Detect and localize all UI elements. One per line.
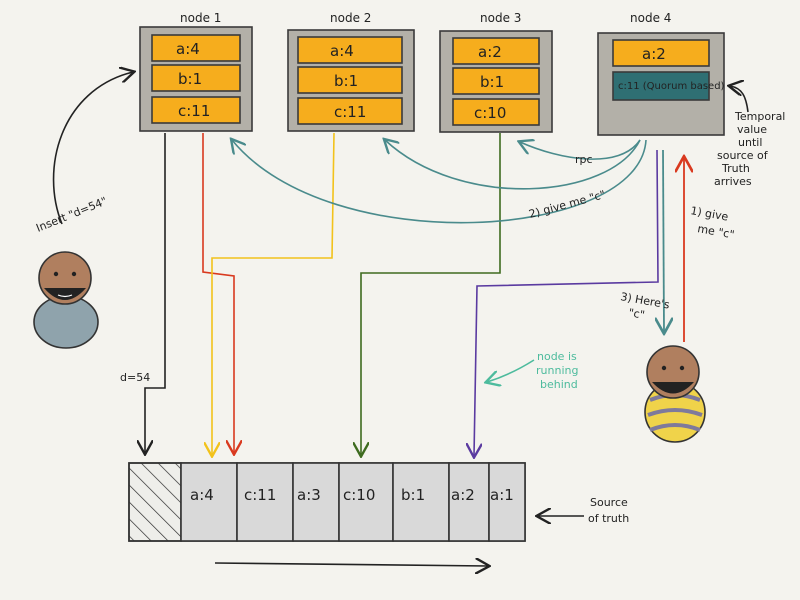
write-to-log-arrow [145,133,166,453]
log-cell [292,462,340,542]
node-title: node 3 [480,11,521,25]
source-label: Source [590,496,628,509]
beard [44,288,86,300]
entry-text: b:1 [178,70,202,88]
temporal-text: Temporal [734,110,785,123]
node3-to-log-arrow [361,133,501,455]
behind-text: node is [537,350,577,363]
node-2: node 2 a:4 b:1 c:11 [287,11,415,132]
log-cell [392,462,450,542]
entry-box [612,39,710,67]
log-entry: a:1 [490,486,514,504]
heres-c-b-annotation: "c" [627,306,645,322]
node-title: node 4 [630,11,671,25]
response-arrow [663,149,664,332]
entry-box [297,97,403,125]
give-me-c-2-annotation: 2) give me "c" [527,188,606,221]
log-cell [488,462,526,542]
entry-text: b:1 [480,73,504,91]
node4-to-log-arrow [474,149,659,456]
entry-box [151,64,241,92]
entry-text: b:1 [334,72,358,90]
entry-text: a:2 [642,45,666,63]
d54-annotation: d=54 [120,371,150,384]
rpc-arrow-node3 [520,140,641,160]
entry-box [297,36,403,64]
beard [652,382,694,394]
quorum-entry-box [612,71,710,101]
entry-text: a:2 [478,43,502,61]
node2-to-log-arrow [212,132,335,455]
log-direction-arrow [214,563,488,566]
log-cell [338,462,394,542]
temporal-arrow [730,86,749,113]
rpc-annotation: rpc [575,153,593,166]
empty-slot-hatched [128,462,182,542]
entry-box [151,96,241,124]
behind-note: node is running behind [536,350,578,391]
node-1: node 1 a:4 b:1 c:11 [139,11,253,132]
log-entry: a:4 [190,486,214,504]
behind-text: behind [540,378,578,391]
insert-arrow [52,72,133,225]
entry-text: c:11 [178,102,210,120]
temporal-note: Temporal value until source of Truth arr… [714,110,785,188]
node-4: node 4 a:2 c:11 (Quorum based) [597,11,725,136]
quorum-entry-text: c:11 (Quorum based) [618,81,725,92]
log-entry: a:2 [451,486,475,504]
rpc-arrow-node2 [385,140,641,190]
temporal-text: until [738,136,762,149]
entry-text: c:10 [474,104,506,122]
entry-text: c:11 [334,103,366,121]
temporal-text: source of [717,149,769,162]
entry-box [151,34,241,62]
give-me-c-1b-annotation: me "c" [696,222,735,241]
entry-text: a:4 [330,42,354,60]
behind-text: running [536,364,578,377]
insert-annotation: Insert "d=54" [34,194,109,234]
log-cell [236,462,294,542]
give-me-c-1-annotation: 1) give [689,204,729,223]
temporal-text: arrives [714,175,752,188]
client-left [33,251,99,349]
log-entry: c:10 [343,486,375,504]
entry-box [452,98,540,126]
source-of-truth-log: a:4 c:11 a:3 c:10 b:1 a:2 a:1 [128,462,526,542]
entry-box [452,37,540,65]
client-right [644,345,706,443]
temporal-text: value [737,123,767,136]
log-cell [180,462,238,542]
node-title: node 2 [330,11,371,25]
node-3: node 3 a:2 b:1 c:10 [439,11,553,133]
log-entry: a:3 [297,486,321,504]
entry-box [297,66,403,94]
log-entry: c:11 [244,486,276,504]
log-cell [448,462,490,542]
temporal-text: Truth [721,162,750,175]
behind-note-arrow [487,359,535,382]
node1-to-log-arrow [202,133,234,453]
entry-box [452,67,540,95]
node-title: node 1 [180,11,221,25]
entry-text: a:4 [176,40,200,58]
rpc-arrow-node1 [232,140,647,224]
log-entry: b:1 [401,486,425,504]
source-label: of truth [588,512,629,525]
